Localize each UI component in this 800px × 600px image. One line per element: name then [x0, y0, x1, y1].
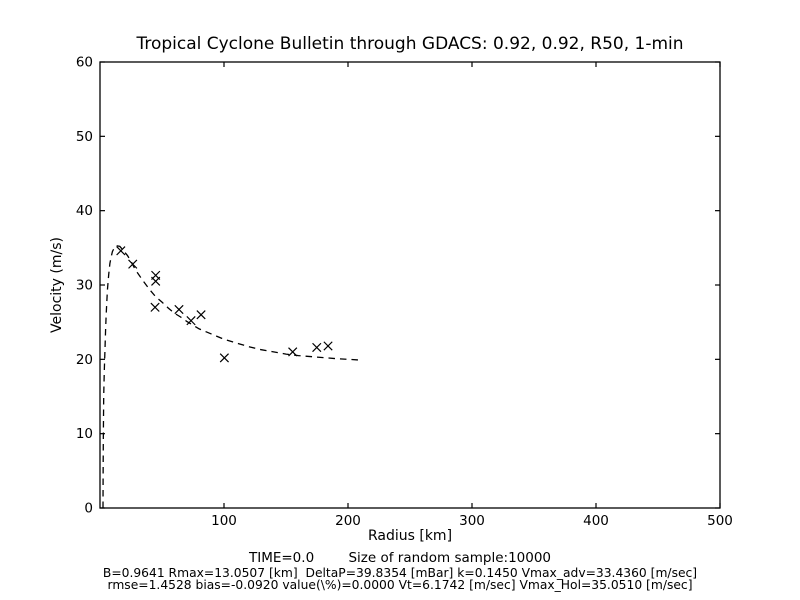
- y-tick-label: 30: [76, 278, 93, 294]
- y-tick-label: 60: [76, 55, 93, 71]
- x-tick-label: 200: [335, 513, 361, 529]
- footer-stats-line: rmse=1.4528 bias=-0.0920 value(\%)=0.000…: [107, 578, 693, 592]
- y-tick-label: 0: [84, 501, 93, 517]
- y-tick-label: 40: [76, 203, 93, 219]
- x-tick-label: 500: [707, 513, 733, 529]
- footer-time-line: TIME=0.0 Size of random sample:10000: [248, 550, 552, 566]
- scatter-marker: [312, 342, 322, 353]
- scatter-marker: [219, 353, 229, 363]
- y-tick-label: 20: [76, 352, 93, 368]
- scatter-marker: [196, 310, 206, 320]
- scatter-marker: [323, 341, 333, 351]
- y-axis-label: Velocity (m/s): [49, 237, 65, 333]
- y-tick-label: 10: [76, 426, 93, 442]
- scatter-marker: [186, 316, 196, 326]
- y-tick-label: 50: [76, 129, 93, 145]
- x-tick-label: 100: [211, 513, 237, 529]
- scatter-marker: [150, 302, 160, 312]
- footer-params-line: B=0.9641 Rmax=13.0507 [km] DeltaP=39.835…: [102, 566, 698, 580]
- scatter-marker: [151, 276, 161, 286]
- x-axis-label: Radius [km]: [367, 528, 453, 544]
- chart-title: Tropical Cyclone Bulletin through GDACS:…: [136, 34, 684, 54]
- plot-border: [99, 61, 721, 509]
- scatter-marker: [116, 246, 126, 256]
- x-tick-label: 300: [459, 513, 485, 529]
- scatter-marker: [174, 304, 184, 315]
- fit-curve: [102, 244, 361, 509]
- x-tick-label: 400: [583, 513, 609, 529]
